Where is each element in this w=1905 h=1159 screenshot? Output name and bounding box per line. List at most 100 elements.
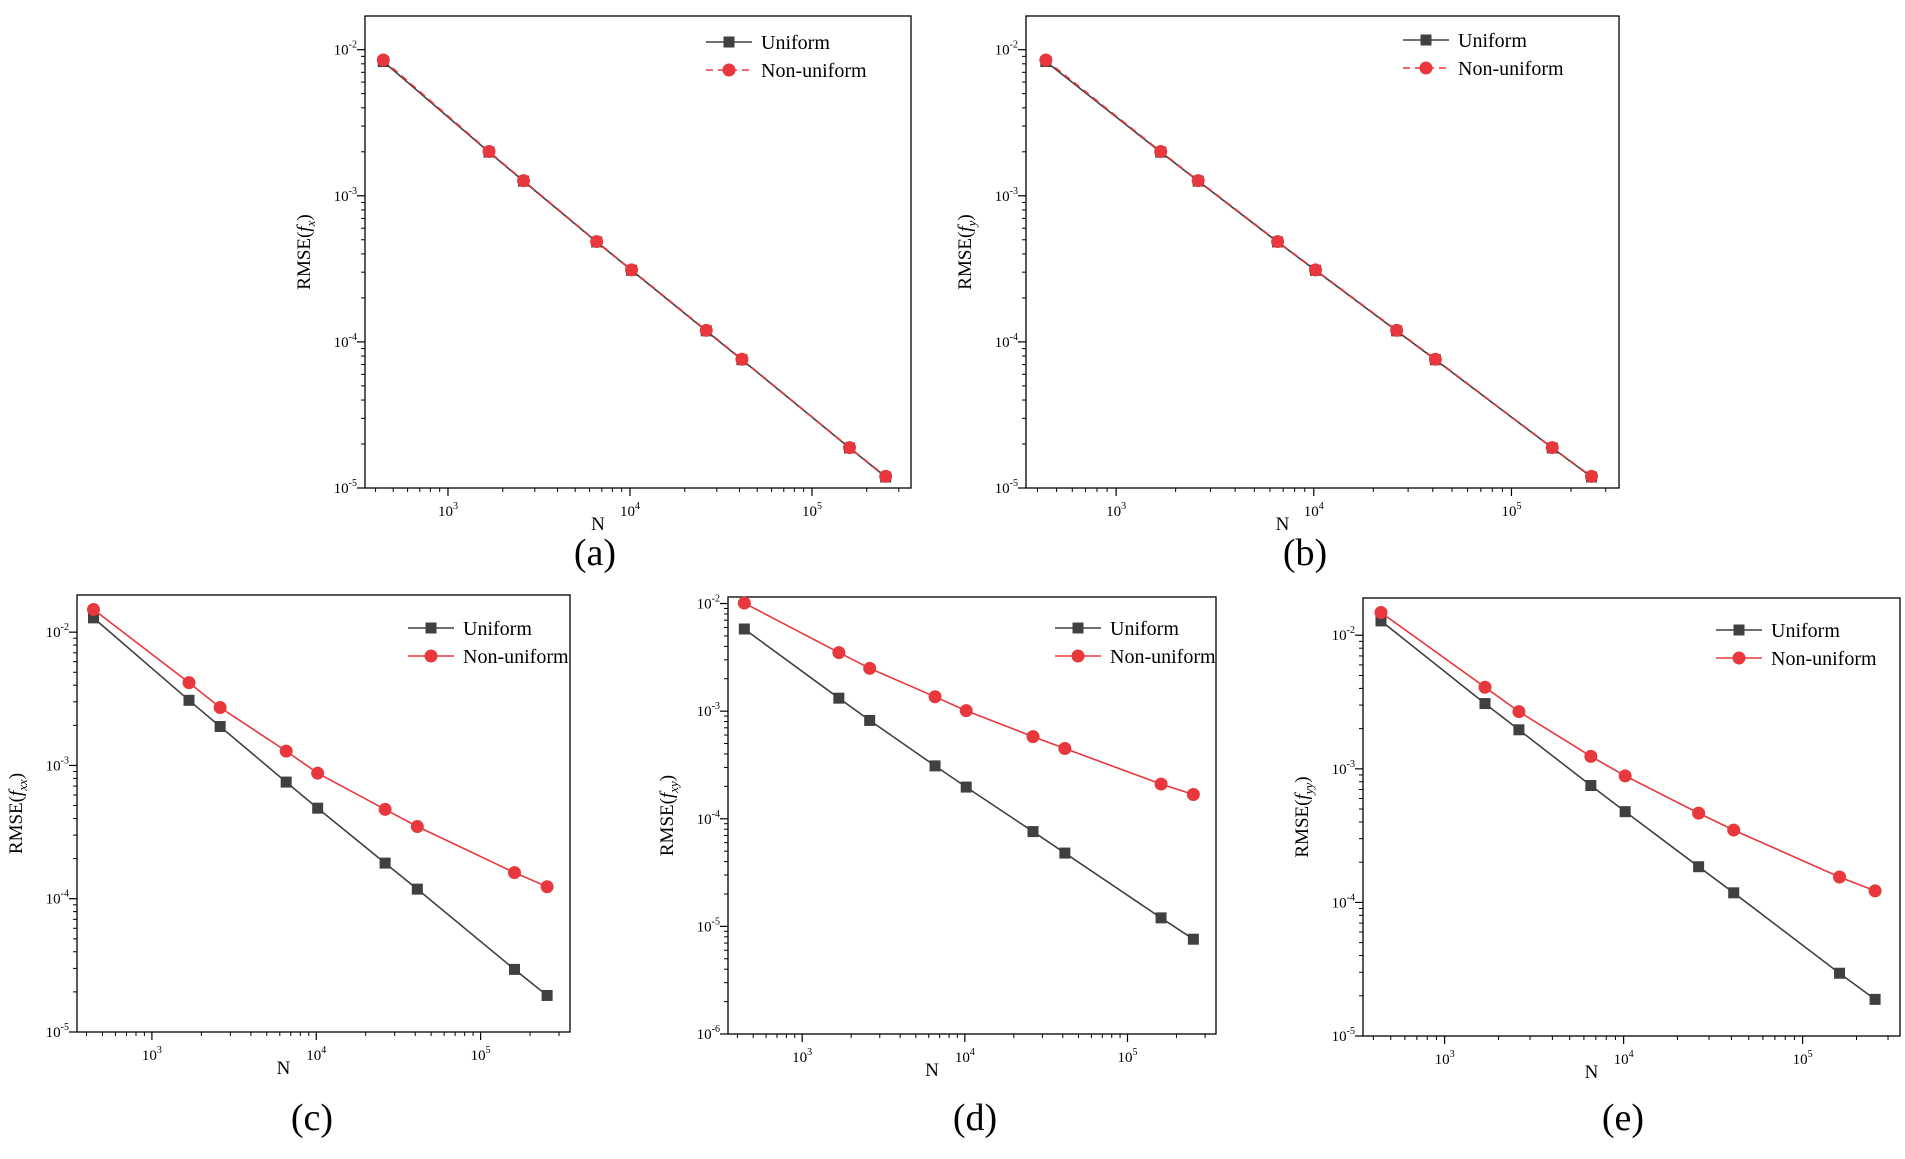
data-point	[279, 744, 293, 758]
data-point	[1727, 823, 1741, 837]
x-tick-label: 104	[306, 1045, 326, 1064]
y-axis-label: RMSE(fx)	[294, 214, 318, 289]
legend: Uniform Non-uniform	[1716, 620, 1877, 670]
panel-label: (d)	[953, 1097, 997, 1139]
x-tick-label: 103	[142, 1045, 162, 1064]
data-point	[1059, 847, 1071, 859]
legend: Uniform Non-uniform	[706, 32, 867, 82]
data-point	[625, 263, 639, 277]
y-tick-label: 10-6	[697, 1024, 720, 1043]
legend: Uniform Non-uniform	[1055, 618, 1216, 668]
y-tick-label: 10-2	[697, 594, 720, 613]
y-tick-label: 10-5	[1332, 1026, 1355, 1045]
data-point	[1375, 615, 1387, 627]
data-point	[182, 676, 196, 690]
plot-frame	[1025, 15, 1620, 489]
data-point	[1186, 788, 1200, 802]
y-axis-label: RMSE(fy)	[955, 214, 979, 289]
data-point	[482, 144, 496, 158]
series-uniform	[738, 623, 1199, 945]
y-tick-label: 10-3	[334, 186, 357, 205]
legend-marker	[1420, 34, 1432, 46]
x-tick-label: 103	[438, 501, 458, 520]
data-point	[1693, 861, 1705, 873]
legend-label: Non-uniform	[1458, 58, 1564, 80]
chart-panel-a: 103 104 105 10-5 10-4 10-3 10-2 N RMSE(fx) Unifor…	[294, 15, 912, 574]
data-point	[864, 714, 876, 726]
data-point	[214, 720, 226, 732]
series-non-uniform	[86, 602, 554, 894]
x-tick-label: 103	[1106, 501, 1126, 520]
y-tick-label: 10-4	[995, 332, 1018, 351]
data-point	[1869, 993, 1881, 1005]
data-point	[1692, 806, 1706, 820]
y-tick-label: 10-2	[1332, 625, 1355, 644]
y-tick-label: 10-5	[334, 478, 357, 497]
data-point	[1058, 741, 1072, 755]
y-tick-label: 10-5	[995, 478, 1018, 497]
legend-label: Uniform	[1458, 30, 1527, 52]
data-point	[1618, 769, 1632, 783]
panel-label: (a)	[574, 532, 616, 574]
data-point	[1728, 887, 1740, 899]
data-point	[1512, 705, 1526, 719]
x-axis-label: N	[925, 1060, 939, 1081]
legend-label: Non-uniform	[1110, 646, 1216, 668]
y-tick-label: 10-4	[334, 332, 357, 351]
data-point	[738, 623, 750, 635]
x-axis-label: N	[1276, 514, 1290, 535]
data-point	[1390, 323, 1404, 337]
data-point	[376, 53, 390, 67]
legend-label: Non-uniform	[1771, 648, 1877, 670]
data-point	[411, 883, 423, 895]
data-point	[1834, 967, 1846, 979]
x-tick-label: 105	[802, 501, 822, 520]
data-point	[183, 694, 195, 706]
data-point	[213, 701, 227, 715]
y-tick-label: 10-3	[995, 186, 1018, 205]
x-axis-label: N	[277, 1058, 291, 1079]
y-tick-label: 10-3	[697, 701, 720, 720]
data-point	[1039, 53, 1053, 67]
chart-panel-e: 103 104 105 10-5 10-4 10-3 10-2 N RMSE(fyy) Unifo…	[1292, 597, 1901, 1139]
legend: Uniform Non-uniform	[408, 618, 569, 668]
legend-marker	[1071, 649, 1085, 663]
data-point	[1154, 144, 1168, 158]
y-tick-label: 10-4	[1332, 892, 1355, 911]
data-point	[508, 963, 520, 975]
chart-panel-b: 103 104 105 10-5 10-4 10-3 10-2 N RMSE(fy) Unifor…	[955, 15, 1620, 574]
data-point	[833, 692, 845, 704]
data-point	[737, 596, 751, 610]
plot-frame	[1362, 597, 1901, 1037]
data-point	[1026, 730, 1040, 744]
data-point	[1833, 870, 1847, 884]
x-tick-label: 103	[792, 1047, 812, 1066]
x-tick-label: 105	[471, 1045, 491, 1064]
data-point	[1479, 698, 1491, 710]
x-tick-label: 104	[1304, 501, 1324, 520]
series-non-uniform	[376, 53, 893, 483]
data-point	[87, 612, 99, 624]
data-point	[540, 880, 554, 894]
legend-marker	[1733, 624, 1745, 636]
legend: Uniform Non-uniform	[1403, 30, 1564, 80]
data-point	[1619, 806, 1631, 818]
data-point	[735, 352, 749, 366]
y-axis-label: RMSE(fxy)	[657, 775, 681, 856]
x-tick-label: 104	[955, 1047, 975, 1066]
data-point	[541, 989, 553, 1001]
x-tick-label: 104	[1614, 1049, 1634, 1068]
data-point	[863, 661, 877, 675]
data-point	[960, 781, 972, 793]
data-point	[1584, 469, 1598, 483]
y-tick-label: 10-5	[697, 916, 720, 935]
data-point	[843, 441, 857, 455]
data-point	[959, 704, 973, 718]
data-point	[1308, 263, 1322, 277]
legend-label: Uniform	[761, 32, 830, 54]
data-point	[929, 760, 941, 772]
data-point	[410, 820, 424, 834]
chart-panel-c: 103 104 105 10-5 10-4 10-3 10-2 N RMSE(fxx) Unifo…	[6, 594, 571, 1139]
data-point	[1154, 777, 1168, 791]
